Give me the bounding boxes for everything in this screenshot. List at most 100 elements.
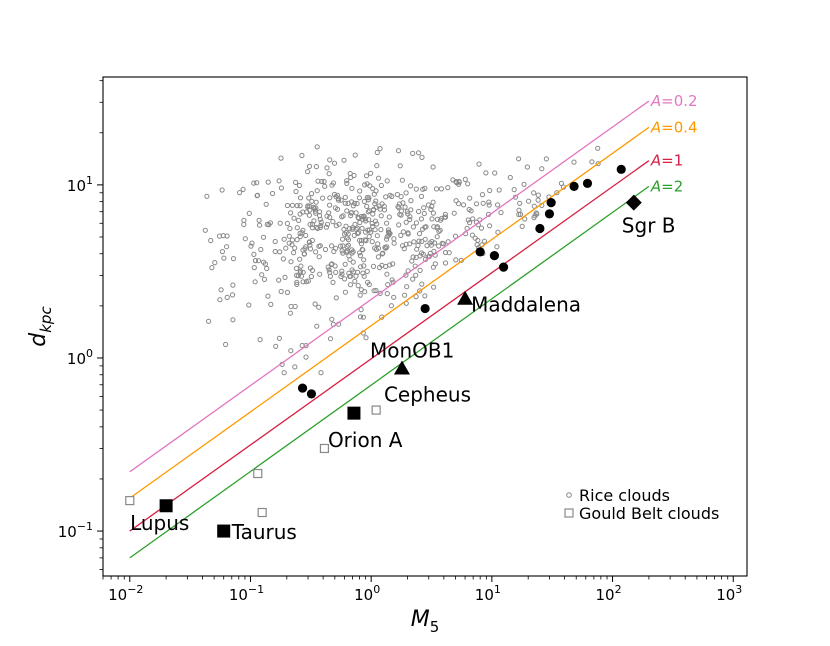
rice-cloud-point	[469, 232, 475, 238]
rice-cloud-point	[341, 157, 347, 163]
rice-cloud-point	[356, 195, 362, 201]
model-lines-layer: A=0.2 A=0.4 A=1 A=2	[129, 92, 698, 559]
rice-cloud-point	[410, 224, 416, 230]
rice-cloud-point	[329, 261, 335, 267]
rice-cloud-point	[408, 198, 414, 204]
rice-cloud-point	[418, 216, 424, 222]
rice-cloud-point	[333, 269, 339, 275]
rice-cloud-point	[249, 240, 255, 246]
rice-cloud-point	[303, 232, 309, 239]
rice-cloud-point	[400, 243, 406, 249]
rice-cloud-point	[558, 180, 565, 186]
rice-cloud-point	[338, 197, 344, 203]
rice-cloud-point	[430, 210, 436, 216]
rice-cloud-point	[331, 160, 338, 166]
rice-cloud-point	[453, 257, 459, 263]
rice-cloud-point	[302, 246, 308, 252]
rice-cloud-point	[352, 152, 358, 158]
rice-cloud-point	[305, 278, 311, 284]
rice-cloud-point	[294, 279, 300, 285]
rice-cloud-point	[241, 217, 247, 223]
rice-cloud-point	[404, 209, 410, 215]
named-square-marker	[217, 524, 231, 538]
rice-cloud-point	[384, 271, 390, 277]
rice-cloud-point	[204, 193, 210, 199]
rice-cloud-point	[292, 245, 298, 251]
rice-cloud-point	[282, 274, 288, 280]
point-label-monob1: MonOB1	[370, 338, 454, 362]
rice-cloud-point	[440, 241, 446, 247]
rice-cloud-point	[353, 273, 359, 279]
black-circle-point	[569, 181, 579, 191]
rice-cloud-point	[467, 195, 473, 201]
y-tick-label: 10−1	[58, 520, 93, 541]
rice-cloud-point	[416, 150, 422, 156]
rice-cloud-point	[389, 277, 395, 283]
x-axis-label: M5	[411, 607, 440, 636]
rice-cloud-point	[278, 155, 284, 161]
rice-cloud-point	[288, 348, 294, 354]
point-label-taurus: Taurus	[231, 520, 297, 544]
rice-cloud-point	[331, 191, 338, 198]
named-triangle-marker	[457, 290, 474, 305]
rice-cloud-point	[291, 215, 297, 221]
x-tick-label: 100	[354, 583, 380, 604]
rice-cloud-point	[314, 188, 320, 194]
rice-cloud-point	[208, 237, 214, 244]
rice-cloud-point	[481, 238, 487, 244]
rice-cloud-point	[456, 201, 462, 207]
rice-cloud-point	[391, 294, 397, 300]
rice-cloud-point	[378, 213, 384, 219]
rice-cloud-point	[417, 288, 423, 294]
rice-cloud-point	[368, 170, 374, 176]
rice-cloud-point	[543, 156, 550, 162]
rice-cloud-point	[495, 202, 501, 208]
rice-cloud-point	[428, 206, 434, 212]
rice-cloud-point	[419, 281, 425, 287]
rice-cloud-point	[487, 223, 493, 229]
rice-cloud-point	[462, 176, 468, 182]
rice-cloud-point	[307, 207, 313, 213]
rice-cloud-point	[327, 157, 333, 163]
rice-cloud-point	[261, 259, 267, 265]
rice-cloud-point	[339, 268, 345, 274]
rice-cloud-point	[223, 341, 229, 348]
rice-cloud-point	[384, 178, 390, 184]
rice-cloud-point	[309, 225, 315, 231]
rice-cloud-point	[400, 229, 406, 235]
black-circle-point	[306, 389, 317, 399]
rice-cloud-point	[350, 259, 356, 265]
rice-cloud-point	[297, 233, 303, 240]
rice-cloud-point	[362, 229, 369, 235]
rice-cloud-point	[473, 201, 480, 207]
rice-cloud-point	[362, 237, 368, 243]
rice-cloud-point	[424, 243, 430, 249]
black-circle-point	[297, 383, 308, 393]
rice-cloud-point	[399, 177, 405, 183]
rice-cloud-point	[442, 260, 449, 266]
rice-cloud-point	[476, 161, 482, 167]
rice-cloud-point	[384, 236, 390, 242]
rice-cloud-point	[589, 159, 595, 165]
x-tick-label: 103	[716, 583, 742, 604]
rice-cloud-point	[410, 150, 416, 156]
rice-cloud-point	[261, 276, 268, 282]
rice-cloud-point	[278, 185, 284, 191]
rice-cloud-point	[376, 175, 382, 181]
rice-cloud-point	[300, 227, 306, 233]
rice-cloud-point	[452, 233, 459, 239]
point-label-lupus: Lupus	[130, 511, 189, 535]
rice-cloud-point	[292, 303, 298, 310]
rice-cloud-point	[405, 230, 411, 236]
rice-cloud-point	[316, 243, 322, 249]
rice-cloud-point	[474, 242, 480, 248]
point-label-maddalena: Maddalena	[471, 293, 581, 317]
black-circle-point	[489, 251, 500, 261]
named-square-marker	[347, 406, 361, 420]
rice-cloud-point	[369, 220, 375, 227]
rice-cloud-point	[283, 245, 289, 251]
rice-cloud-point	[357, 188, 363, 194]
rice-cloud-point	[332, 205, 339, 211]
